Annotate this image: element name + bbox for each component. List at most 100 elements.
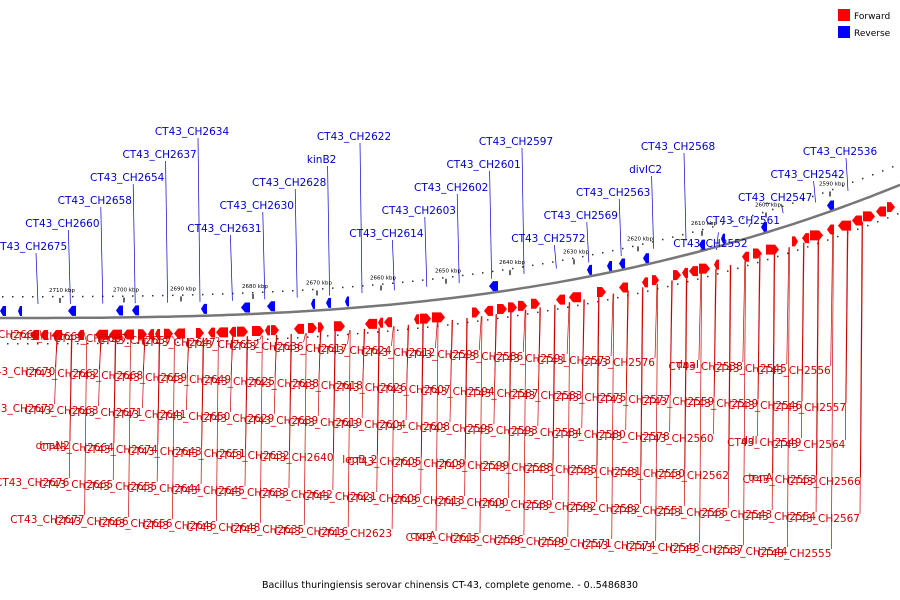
- gene-label-ct43-ch2614[interactable]: CT43_CH2614: [349, 228, 424, 240]
- gene-arrow[interactable]: [18, 305, 22, 316]
- gene-arrow[interactable]: [216, 327, 228, 338]
- gene-label-ct43-ch2559[interactable]: CT43_CH2559: [640, 396, 714, 408]
- gene-label-ct43-ch2575[interactable]: CT43_CH2575: [552, 392, 626, 404]
- gene-label-ct43-ch2633[interactable]: CT43_CH2633: [215, 487, 289, 499]
- gene-label-ddl[interactable]: ddl: [741, 435, 757, 447]
- gene-arrow[interactable]: [311, 298, 315, 309]
- gene-arrow[interactable]: [267, 301, 275, 312]
- gene-arrow[interactable]: [116, 305, 123, 316]
- gene-arrow[interactable]: [95, 329, 108, 340]
- gene-label-ct43-ch2589[interactable]: CT43_CH2589: [478, 499, 552, 511]
- gene-label-ct43-ch2663[interactable]: CT43_CH2663: [24, 405, 98, 417]
- gene-label-ct43-ch2601[interactable]: CT43_CH2601: [446, 159, 520, 171]
- gene-arrow[interactable]: [414, 314, 419, 325]
- gene-arrow[interactable]: [208, 327, 215, 338]
- gene-label-ct43-ch2648[interactable]: CT43_CH2648: [186, 522, 260, 534]
- gene-label-ct43-ch2583[interactable]: CT43_CH2583: [508, 390, 582, 402]
- gene-arrow[interactable]: [334, 321, 345, 332]
- gene-label-ct43-ch2628[interactable]: CT43_CH2628: [252, 177, 326, 189]
- gene-label-ct43-ch2658[interactable]: CT43_CH2658: [58, 195, 132, 207]
- gene-label-ct43-ch2595[interactable]: CT43_CH2595: [420, 423, 494, 435]
- gene-arrow[interactable]: [607, 260, 612, 271]
- gene-label-ct43-ch2616[interactable]: CT43_CH2616: [274, 526, 349, 538]
- gene-label-ct43-ch2586[interactable]: CT43_CH2586: [449, 351, 524, 363]
- gene-arrow[interactable]: [0, 306, 6, 316]
- gene-label-ct43-ch2591[interactable]: CT43_CH2591: [493, 353, 567, 365]
- gene-arrow[interactable]: [714, 259, 719, 270]
- gene-label-ct43-ch2536[interactable]: CT43_CH2536: [803, 146, 878, 158]
- gene-arrow[interactable]: [721, 233, 725, 244]
- gene-arrow[interactable]: [318, 322, 324, 333]
- gene-label-ct43-ch2652[interactable]: CT43_CH2652: [185, 339, 259, 351]
- gene-arrow[interactable]: [682, 267, 688, 278]
- gene-label-ct43-ch2581[interactable]: CT43_CH2581: [567, 466, 641, 478]
- gene-label-ct43-ch2576[interactable]: CT43_CH2576: [581, 357, 656, 369]
- gene-label-ct43-ch2603[interactable]: CT43_CH2603: [382, 205, 456, 217]
- gene-label-ct43-ch2615[interactable]: CT43_CH2615: [406, 532, 480, 544]
- gene-label-ct43-ch2561[interactable]: CT43_CH2561: [706, 215, 780, 227]
- gene-label-ct43-ch2677[interactable]: CT43_CH2677: [10, 514, 84, 526]
- gene-label-ct43-ch2605[interactable]: CT43_CH2605: [347, 456, 421, 468]
- gene-label-ct43-ch2618[interactable]: CT43_CH2618: [289, 380, 363, 392]
- gene-label-ct43-ch2573[interactable]: CT43_CH2573: [537, 355, 611, 367]
- gene-label-ct43-ch2584[interactable]: CT43_CH2584: [507, 427, 582, 439]
- gene-label-ct43-ch2609[interactable]: CT43_CH2609: [391, 458, 465, 470]
- gene-arrow[interactable]: [852, 215, 862, 226]
- gene-label-lepb-2[interactable]: lepB_2: [342, 454, 377, 466]
- gene-label-ct43-ch2631[interactable]: CT43_CH2631: [187, 223, 261, 235]
- gene-arrow[interactable]: [827, 200, 834, 211]
- gene-arrow[interactable]: [619, 282, 628, 293]
- gene-label-ct43-ch2619[interactable]: CT43_CH2619: [288, 417, 362, 429]
- gene-label-ct43-ch2637[interactable]: CT43_CH2637: [122, 149, 196, 161]
- gene-arrow[interactable]: [164, 328, 173, 339]
- gene-label-ct43-ch2655[interactable]: CT43_CH2655: [83, 481, 157, 493]
- gene-label-ct43-ch2639[interactable]: CT43_CH2639: [244, 415, 318, 427]
- gene-arrow[interactable]: [569, 292, 581, 303]
- gene-label-ct43-ch2588[interactable]: CT43_CH2588: [479, 462, 553, 474]
- gene-label-ct43-ch2547[interactable]: CT43_CH2547: [738, 192, 812, 204]
- gene-label-ct43-ch2560[interactable]: CT43_CH2560: [639, 433, 713, 445]
- gene-label-ct43-ch2649[interactable]: CT43_CH2649: [157, 374, 231, 386]
- gene-label-ct43-ch2636[interactable]: CT43_CH2636: [229, 341, 304, 353]
- gene-label-ct43-ch2553[interactable]: CT43_CH2553: [742, 474, 816, 486]
- gene-label-ct43-ch2644[interactable]: CT43_CH2644: [127, 483, 202, 495]
- gene-label-ct43-ch2674[interactable]: CT43_CH2674: [84, 444, 159, 456]
- gene-arrow[interactable]: [508, 302, 517, 313]
- gene-label-ct43-ch2557[interactable]: CT43_CH2557: [772, 402, 846, 414]
- gene-label-ct43-ch2634[interactable]: CT43_CH2634: [155, 126, 230, 138]
- gene-arrow[interactable]: [40, 329, 48, 340]
- gene-arrow[interactable]: [489, 281, 498, 292]
- gene-label-ct43-ch2672[interactable]: CT43_CH2672: [0, 403, 55, 415]
- gene-label-ct43-ch2675[interactable]: CT43_CH2675: [0, 241, 67, 253]
- gene-label-ct43-ch2608[interactable]: CT43_CH2608: [376, 421, 450, 433]
- gene-label-ct43-ch2621[interactable]: CT43_CH2621: [302, 491, 376, 503]
- gene-label-ct43-ch2642[interactable]: CT43_CH2642: [259, 489, 333, 501]
- gene-label-ct43-ch2562[interactable]: CT43_CH2562: [655, 470, 729, 482]
- gene-arrow[interactable]: [326, 297, 331, 308]
- gene-arrow[interactable]: [863, 211, 875, 222]
- gene-label-ct43-ch2544[interactable]: CT43_CH2544: [713, 546, 788, 558]
- gene-label-ct43-ch2671[interactable]: CT43_CH2671: [68, 407, 142, 419]
- gene-label-ct43-ch2597[interactable]: CT43_CH2597: [479, 136, 553, 148]
- gene-arrow[interactable]: [229, 326, 236, 337]
- gene-arrow[interactable]: [420, 313, 431, 324]
- gene-arrow[interactable]: [201, 303, 207, 314]
- gene-arrow[interactable]: [237, 326, 248, 337]
- gene-label-ct43-ch2667[interactable]: CT43_CH2667: [54, 333, 128, 345]
- gene-arrow[interactable]: [271, 325, 279, 336]
- gene-arrow[interactable]: [472, 307, 480, 318]
- gene-arrow[interactable]: [652, 275, 659, 286]
- gene-arrow[interactable]: [30, 329, 39, 340]
- gene-label-divic2[interactable]: divIC2: [629, 164, 662, 176]
- gene-label-ct43-ch2651[interactable]: CT43_CH2651: [171, 448, 245, 460]
- gene-label-ct43-ch2565[interactable]: CT43_CH2565: [654, 507, 728, 519]
- gene-arrow[interactable]: [68, 305, 76, 316]
- gene-arrow[interactable]: [673, 270, 681, 281]
- gene-label-ct43-ch2632[interactable]: CT43_CH2632: [215, 450, 289, 462]
- gene-label-ct43-ch2551[interactable]: CT43_CH2551: [610, 505, 684, 517]
- gene-label-ct43-ch2546[interactable]: CT43_CH2546: [728, 400, 803, 412]
- gene-arrow[interactable]: [484, 305, 493, 316]
- gene-arrow[interactable]: [597, 286, 606, 297]
- gene-arrow[interactable]: [241, 302, 250, 313]
- gene-arrow[interactable]: [753, 248, 762, 259]
